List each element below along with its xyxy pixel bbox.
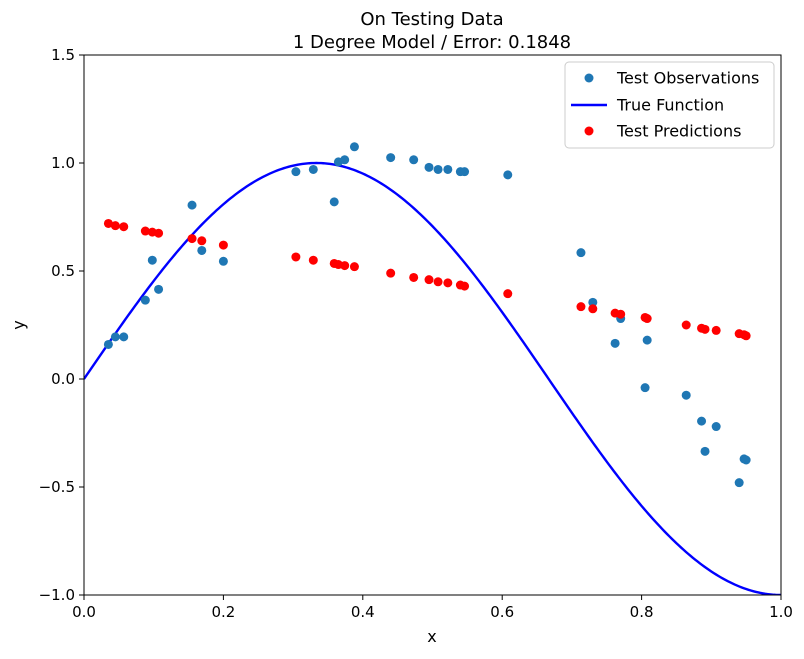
prediction-point: [588, 304, 598, 314]
observation-point: [741, 455, 751, 465]
legend-box: [564, 61, 775, 149]
prediction-point: [291, 252, 301, 262]
observation-point: [711, 422, 721, 432]
observation-point: [734, 478, 744, 488]
observation-point: [700, 446, 710, 456]
prediction-point: [187, 234, 197, 244]
observation-point: [503, 170, 513, 180]
observation-point: [610, 338, 620, 348]
prediction-point: [119, 222, 129, 232]
prediction-point: [433, 277, 443, 287]
observation-point: [424, 162, 434, 172]
observation-point: [588, 297, 598, 307]
x-tick-label: 0.8: [630, 603, 654, 621]
observation-point: [681, 390, 691, 400]
legend-observations-label: Test Observations: [616, 69, 759, 88]
prediction-point: [741, 331, 751, 341]
observation-point: [140, 295, 150, 305]
observation-point: [103, 339, 113, 349]
legend-true-function-label: True Function: [616, 96, 724, 115]
prediction-point: [576, 302, 586, 312]
y-tick-label: −0.5: [39, 478, 75, 496]
observation-point: [119, 332, 129, 342]
x-tick-label: 0.2: [211, 603, 235, 621]
legend-observations-marker: [584, 73, 594, 83]
x-tick-label: 0.6: [490, 603, 514, 621]
prediction-point: [218, 240, 228, 250]
x-axis-label: x: [427, 627, 436, 646]
observation-point: [697, 416, 707, 426]
prediction-point: [443, 278, 453, 288]
chart-title: On Testing Data: [360, 9, 503, 30]
legend: Test Observations True Function Test Predi…: [564, 61, 775, 149]
observation-point: [154, 284, 164, 294]
observation-point: [443, 164, 453, 174]
legend-predictions-marker: [584, 126, 594, 136]
plot-area: [84, 142, 781, 595]
legend-predictions-label: Test Predictions: [616, 122, 741, 141]
prediction-point: [409, 272, 419, 282]
y-tick-label: 1.5: [51, 46, 75, 64]
observation-point: [409, 155, 419, 165]
prediction-point: [681, 320, 691, 330]
observation-point: [576, 248, 586, 258]
prediction-point: [616, 309, 626, 319]
y-tick-label: 0.0: [51, 370, 75, 388]
x-tick-label: 0.4: [351, 603, 375, 621]
x-tick-label: 0.0: [72, 603, 96, 621]
observation-point: [218, 256, 228, 266]
prediction-point: [110, 221, 120, 231]
prediction-point: [424, 275, 434, 285]
prediction-point: [197, 236, 207, 246]
prediction-point: [711, 325, 721, 335]
y-tick-label: 0.5: [51, 262, 75, 280]
prediction-point: [386, 268, 396, 278]
y-tick-label: −1.0: [39, 586, 75, 604]
prediction-point: [340, 261, 350, 271]
prediction-point: [308, 255, 318, 265]
observation-point: [386, 153, 396, 163]
observation-point: [349, 142, 359, 152]
prediction-point: [503, 289, 513, 299]
prediction-point: [642, 314, 652, 324]
prediction-point: [140, 226, 150, 236]
observation-point: [291, 167, 301, 177]
y-axis-label: y: [9, 320, 28, 329]
observation-point: [308, 164, 318, 174]
true-function-line: [84, 161, 781, 595]
prediction-point: [700, 324, 710, 334]
x-tick-label: 1.0: [769, 603, 793, 621]
chart-subtitle: 1 Degree Model / Error: 0.1848: [293, 32, 571, 53]
observation-point: [147, 255, 157, 265]
observation-point: [329, 197, 339, 207]
observation-point: [433, 164, 443, 174]
prediction-point: [460, 281, 470, 291]
observation-point: [110, 332, 120, 342]
observation-point: [642, 335, 652, 345]
prediction-point: [349, 262, 359, 272]
observation-point: [197, 245, 207, 255]
y-tick-label: 1.0: [51, 154, 75, 172]
observation-point: [340, 155, 350, 165]
axes-frame: [83, 54, 782, 596]
prediction-point: [103, 218, 113, 228]
observation-point: [460, 167, 470, 177]
prediction-point: [154, 228, 164, 238]
observation-point: [640, 383, 650, 393]
observation-point: [187, 200, 197, 210]
axes: 0.0 0.2 0.4 0.6 0.8 1.0 −1.0 −0.5 0.0 0.5 1.0 1.5: [39, 46, 793, 621]
